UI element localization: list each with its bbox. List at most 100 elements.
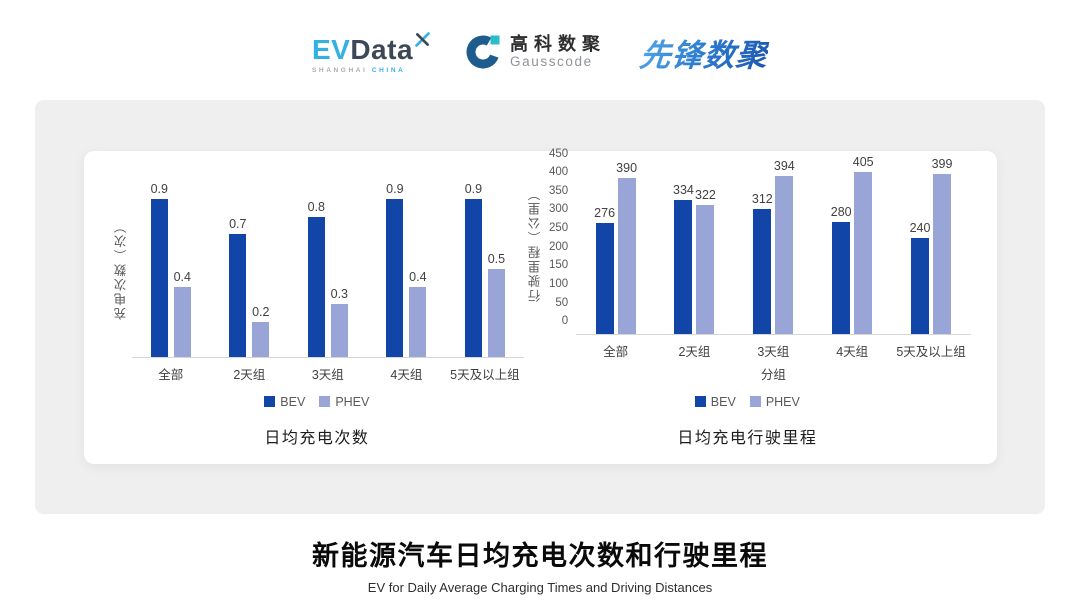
x-tick-label: 全部 — [158, 367, 184, 382]
y-axis-label: 充电次数（次） — [114, 218, 128, 320]
bar-phev-3: 405 — [853, 155, 874, 334]
bar-value-label: 0.7 — [229, 217, 247, 231]
y-axis-label: 行驶里程（公里） — [528, 185, 543, 302]
x-tick-label: 2天组 — [678, 344, 711, 359]
y-tick-label: 400 — [548, 166, 569, 179]
x-tick-label: 3天组 — [757, 344, 790, 359]
plot-area: 276 390 334 322 312 394 280 405 240 399 — [576, 154, 971, 335]
y-tick-label: 450 — [548, 147, 569, 160]
charts-card: 充电次数（次） 0.9 0.4 0.7 0.2 0.8 0.3 0.9 0.4 0.9 0.5 全部 2… — [83, 148, 997, 464]
legend-label: PHEV — [765, 394, 800, 409]
chart-title: 日均充电行驶里程 — [677, 429, 818, 447]
y-tick-label: 150 — [548, 259, 569, 272]
bar-group: 0.9 0.4 — [367, 182, 446, 357]
chart-title: 日均充电次数 — [264, 429, 370, 447]
bar-group: 312 394 — [734, 159, 813, 334]
bar-group: 0.9 0.4 — [132, 182, 211, 357]
plot-column: 276 390 334 322 312 394 280 405 240 399 全部 2天组 3天组 4天… — [576, 154, 971, 383]
bar-phev-4: 0.5 — [488, 252, 505, 357]
bar-phev-2: 0.3 — [331, 287, 348, 357]
bar-value-label: 0.9 — [464, 182, 483, 196]
gausscode-cn-text: 高科数聚 — [510, 34, 607, 55]
bar-value-label: 280 — [830, 204, 852, 219]
bar-phev-4: 399 — [932, 157, 952, 334]
page-title: 新能源汽车日均充电次数和行驶里程 — [312, 541, 768, 571]
bar-value-label: 322 — [695, 187, 716, 202]
xianfeng-logo: 先锋数聚 — [638, 30, 771, 75]
page: EV Data SHANGHAI CHINA 高科数聚 Gausscode — [0, 0, 1080, 595]
y-tick-label: 200 — [548, 240, 569, 253]
legend-label: BEV — [710, 394, 736, 409]
gausscode-logo: 高科数聚 Gausscode — [465, 34, 606, 70]
plot-area: 0.9 0.4 0.7 0.2 0.8 0.3 0.9 0.4 0.9 0.5 — [131, 182, 525, 358]
gausscode-en-text: Gausscode — [510, 53, 593, 69]
bar-value-label: 0.8 — [307, 199, 326, 214]
x-tick-label: 全部 — [603, 344, 629, 359]
y-tick-label: 350 — [548, 184, 569, 197]
legend-swatch-bev — [694, 396, 706, 407]
evdata-sub-china: CHINA — [371, 66, 406, 74]
legend-swatch-phev — [749, 396, 761, 407]
content-panel: 充电次数（次） 0.9 0.4 0.7 0.2 0.8 0.3 0.9 0.4 0.9 0.5 全部 2… — [35, 100, 1045, 514]
legend-item-bev: BEV — [694, 394, 736, 409]
bar-phev-0: 0.4 — [174, 270, 191, 357]
bar-value-label: 312 — [751, 191, 773, 206]
evdata-spark-icon — [415, 31, 430, 47]
gausscode-text: 高科数聚 Gausscode — [510, 34, 606, 70]
bar-bev-0: 276 — [594, 206, 615, 334]
plot-column: 0.9 0.4 0.7 0.2 0.8 0.3 0.9 0.4 0.9 0.5 全部 2天组 3天组 4天… — [131, 182, 525, 383]
bar-bev-4: 240 — [910, 221, 930, 334]
page-subtitle: EV for Daily Average Charging Times and … — [367, 580, 713, 595]
legend-label: PHEV — [335, 394, 370, 409]
bar-bev-0: 0.9 — [151, 182, 168, 357]
x-tick-label: 4天组 — [390, 367, 423, 382]
bar-bev-3: 280 — [831, 205, 852, 334]
legend: BEV PHEV — [110, 395, 525, 409]
bar-bev-2: 0.8 — [308, 200, 325, 357]
chart-daily-charging-times: 充电次数（次） 0.9 0.4 0.7 0.2 0.8 0.3 0.9 0.4 0.9 0.5 全部 2… — [110, 151, 525, 464]
bar-value-label: 0.9 — [386, 182, 404, 196]
y-tick-label: 0 — [561, 315, 569, 328]
legend-label: BEV — [280, 394, 306, 409]
bar-group: 240 399 — [892, 157, 971, 334]
bar-group: 0.9 0.5 — [446, 182, 525, 357]
legend-swatch-phev — [319, 396, 331, 407]
bar-value-label: 240 — [909, 220, 931, 235]
bar-phev-1: 322 — [695, 188, 716, 334]
evdata-data-text: Data — [350, 33, 414, 65]
bar-value-label: 0.3 — [330, 287, 349, 301]
plot-row: 行驶里程（公里） 450 400 350 300 250 200 150 100 50 0 276 39… — [524, 148, 971, 383]
logo-bar: EV Data SHANGHAI CHINA 高科数聚 Gausscode — [0, 0, 1080, 100]
legend-item-phev: PHEV — [749, 394, 800, 409]
footer: 新能源汽车日均充电次数和行驶里程 EV for Daily Average Ch… — [0, 534, 1080, 595]
bar-group: 280 405 — [813, 155, 892, 334]
y-tick-label: 50 — [555, 296, 569, 309]
bar-value-label: 399 — [931, 156, 953, 171]
x-tick-label: 5天及以上组 — [896, 344, 966, 359]
bar-group: 0.7 0.2 — [210, 217, 289, 357]
bar-group: 334 322 — [655, 183, 734, 334]
y-tick-label: 250 — [548, 222, 569, 235]
legend-item-phev: PHEV — [319, 395, 369, 409]
bar-value-label: 0.2 — [252, 304, 270, 319]
bar-bev-1: 334 — [673, 183, 694, 334]
bar-phev-3: 0.4 — [409, 270, 427, 357]
bar-value-label: 0.4 — [173, 269, 191, 284]
x-tick-label: 3天组 — [311, 367, 344, 382]
y-axis-ticks: 450 400 350 300 250 200 150 100 50 0 — [546, 148, 576, 328]
bar-phev-0: 390 — [616, 161, 637, 334]
bar-value-label: 0.5 — [487, 252, 506, 266]
chart-daily-driving-distance: 行驶里程（公里） 450 400 350 300 250 200 150 100 50 0 276 39… — [524, 148, 982, 464]
evdata-subtitle: SHANGHAI CHINA — [312, 67, 405, 74]
evdata-wordmark: EV Data — [312, 31, 431, 64]
bar-bev-1: 0.7 — [229, 217, 246, 357]
bar-value-label: 0.4 — [409, 269, 427, 284]
legend: BEV PHEV — [524, 395, 970, 409]
bar-group: 276 390 — [576, 161, 655, 334]
bar-phev-1: 0.2 — [252, 305, 269, 357]
gausscode-g-icon — [466, 35, 500, 69]
y-tick-label: 100 — [548, 278, 569, 291]
bar-value-label: 276 — [594, 206, 616, 221]
bar-bev-4: 0.9 — [465, 182, 482, 357]
bar-bev-3: 0.9 — [386, 182, 404, 357]
